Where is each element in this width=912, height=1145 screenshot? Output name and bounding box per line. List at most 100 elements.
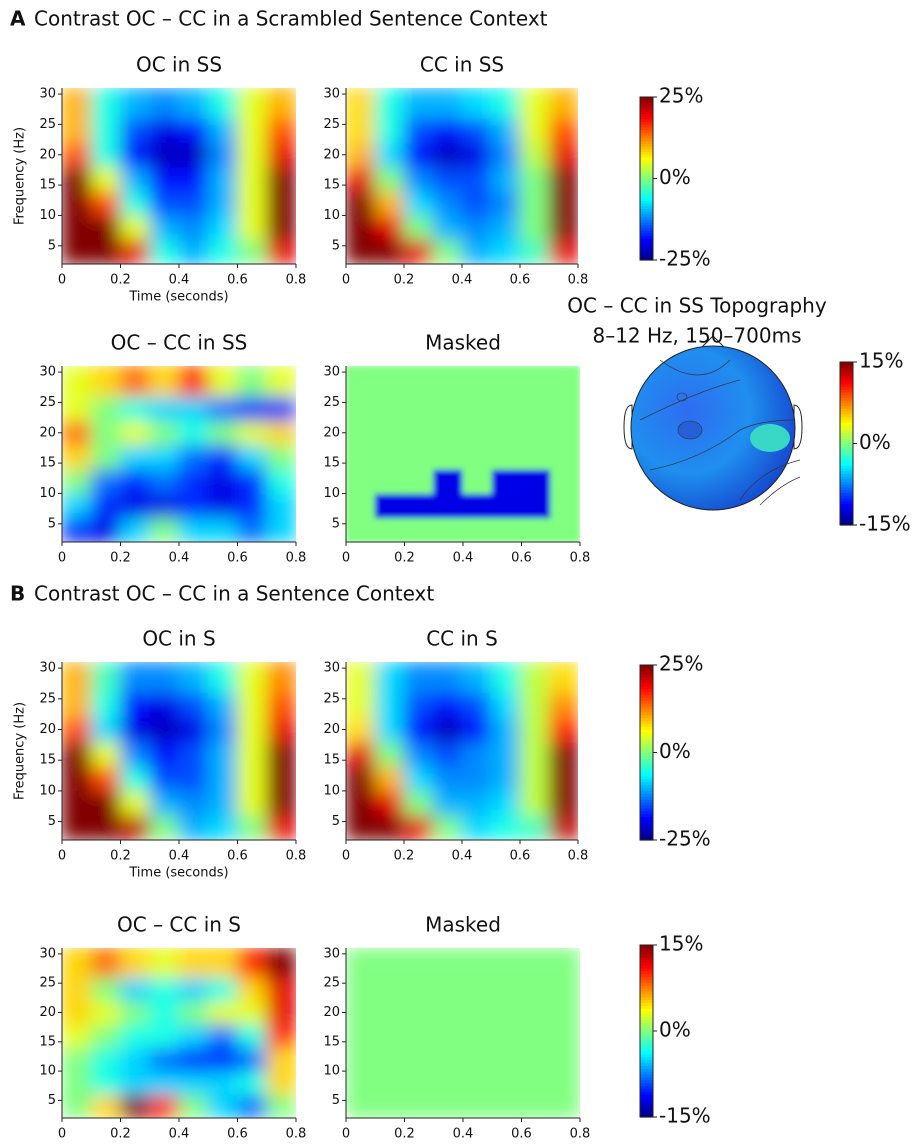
- y-tick-label: 15: [323, 456, 340, 471]
- heat-cell: [374, 1023, 405, 1049]
- heat-cell: [62, 1023, 92, 1049]
- heat-cell: [519, 814, 550, 840]
- heat-cell: [404, 492, 435, 519]
- heat-cell: [374, 366, 405, 397]
- colorbar-step: [840, 497, 853, 502]
- colorbar-step: [640, 232, 653, 237]
- heat-cell: [178, 444, 209, 470]
- x-tick-label: 0.4: [169, 1127, 190, 1142]
- heat-cell: [62, 395, 92, 422]
- colorbar-step: [640, 679, 653, 684]
- y-tick-label: 30: [323, 365, 340, 380]
- heat-cell: [207, 395, 238, 422]
- y-tick-label: 30: [39, 365, 56, 380]
- heat-cell: [237, 662, 268, 694]
- scalp-region: [750, 424, 790, 452]
- heat-cell: [62, 976, 92, 1002]
- colorbar-step: [640, 211, 653, 215]
- colorbar-step: [840, 459, 853, 464]
- heat-cell: [346, 765, 376, 792]
- heat-cell: [346, 741, 376, 767]
- heat-cell: [266, 1047, 296, 1072]
- heat-cell: [149, 692, 180, 718]
- colorbar-step: [640, 99, 653, 104]
- heat-cell: [346, 444, 376, 470]
- colorbar-step: [840, 405, 853, 409]
- y-tick-label: 15: [39, 753, 56, 768]
- heat-cell: [433, 492, 464, 519]
- colorbar-label: 15%: [659, 932, 703, 956]
- colorbar-step: [640, 708, 653, 713]
- heat-cell: [120, 395, 151, 422]
- heat-cell: [237, 214, 268, 241]
- colorbar-step: [840, 519, 853, 523]
- heat-cell: [207, 517, 238, 542]
- colorbar-step: [640, 700, 653, 704]
- heat-cell: [62, 468, 92, 494]
- y-tick-label: 20: [323, 722, 340, 737]
- colorbar-step: [640, 1039, 653, 1044]
- heat-cell: [90, 1047, 121, 1072]
- colorbar-step: [840, 375, 853, 379]
- colorbar-step: [840, 372, 853, 377]
- x-tick-label: 0.4: [453, 1127, 474, 1142]
- y-tick-label: 10: [323, 1064, 340, 1079]
- colorbar-step: [640, 121, 653, 125]
- heat-cell: [374, 444, 405, 470]
- heat-cell: [178, 166, 209, 192]
- colorbar-step: [840, 440, 853, 445]
- heat-cell: [237, 790, 268, 816]
- heat-cell: [90, 492, 121, 519]
- heat-cell: [149, 716, 180, 743]
- heat-cell: [519, 239, 550, 264]
- colorbar-step: [640, 1002, 653, 1006]
- colorbar-step: [640, 167, 653, 171]
- x-tick-label: 0.6: [227, 849, 248, 864]
- y-tick-label: 5: [48, 1093, 56, 1108]
- heat-cell: [433, 1094, 464, 1118]
- heat-cell: [62, 239, 92, 264]
- heat-cell: [404, 517, 435, 542]
- heat-cell: [491, 444, 522, 470]
- y-tick-label: 5: [332, 238, 340, 253]
- heat-cell: [491, 1070, 522, 1096]
- colorbar-step: [640, 205, 653, 209]
- colorbar-step: [840, 435, 853, 439]
- heat-cell: [149, 444, 180, 470]
- colorbar-step: [840, 432, 853, 436]
- colorbar-step: [840, 421, 853, 426]
- x-tick-label: 0.8: [286, 1127, 307, 1142]
- heat-cell: [490, 214, 521, 241]
- heat-cell: [433, 1070, 464, 1096]
- y-tick-label: 10: [323, 486, 340, 501]
- heat-cell: [207, 142, 238, 168]
- colorbar-step: [640, 720, 653, 724]
- heat-cell: [433, 420, 464, 446]
- heat-cell: [519, 662, 550, 694]
- heat-cell: [90, 420, 121, 446]
- heat-cell: [149, 976, 180, 1002]
- heat-cell: [374, 814, 405, 840]
- heat-cell: [346, 1047, 376, 1072]
- heat-cell: [207, 239, 238, 264]
- heat-cell: [461, 190, 492, 216]
- heat-cell: [120, 948, 151, 978]
- heat-cell: [266, 765, 296, 792]
- heat-cell: [62, 88, 92, 119]
- heat-cell: [490, 692, 521, 718]
- heat-cell: [404, 1047, 435, 1072]
- heat-cell: [120, 662, 151, 694]
- heat-cell: [432, 166, 463, 192]
- heat-cell: [490, 814, 521, 840]
- y-tick-label: 10: [323, 208, 340, 223]
- heatmap: [62, 948, 296, 1118]
- colorbar-step: [640, 107, 653, 112]
- panel-title: Masked: [425, 331, 501, 355]
- x-tick-label: 0.2: [110, 551, 131, 566]
- y-tick-label: 20: [323, 1005, 340, 1020]
- heat-cell: [149, 790, 180, 816]
- colorbar-step: [840, 467, 853, 472]
- heat-cell: [207, 190, 238, 216]
- heat-cell: [237, 366, 268, 397]
- heat-cell: [519, 142, 550, 168]
